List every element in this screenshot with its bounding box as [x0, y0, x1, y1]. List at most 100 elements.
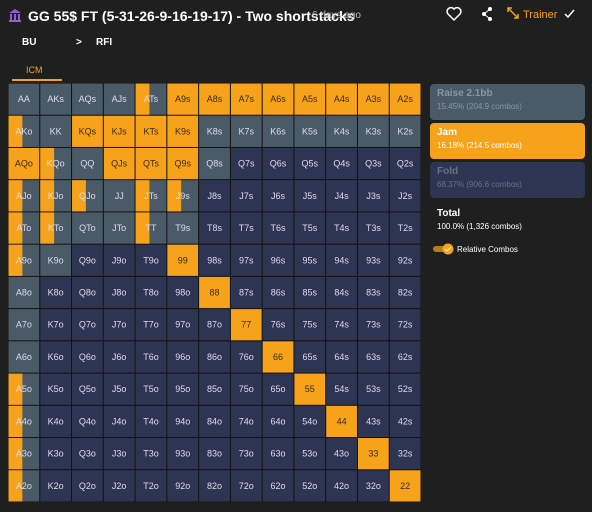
hand-label: A5s	[302, 94, 318, 104]
cell	[294, 470, 326, 502]
hand-label: A8s	[207, 94, 223, 104]
cell-jam	[8, 212, 23, 244]
cell-jam	[8, 470, 23, 502]
cell	[199, 244, 230, 276]
action[interactable]: RFI	[96, 37, 113, 48]
cell	[389, 212, 421, 244]
hand-label: J3s	[366, 191, 381, 201]
cell	[8, 83, 40, 115]
hand-label: J4o	[112, 416, 127, 426]
hand-label: 95o	[175, 384, 190, 394]
cell	[389, 147, 421, 180]
cell	[262, 147, 294, 180]
cell	[40, 83, 72, 115]
cell	[72, 147, 103, 180]
cell	[262, 180, 294, 212]
hand-label: Q8s	[206, 159, 223, 169]
cell	[294, 341, 326, 373]
hand-label: Q2s	[397, 159, 414, 169]
cell	[389, 276, 421, 309]
cell	[326, 405, 357, 438]
hand-label: 96s	[271, 255, 286, 265]
cell	[326, 276, 357, 309]
hand-label: T7o	[143, 320, 159, 330]
hand-label: A2s	[397, 94, 413, 104]
cell	[135, 470, 167, 502]
fold-card[interactable]: Fold 68.37% (906.6 combos)	[430, 162, 585, 198]
cell	[230, 276, 262, 309]
hand-label: 54o	[302, 416, 317, 426]
hand-label: A7o	[16, 320, 32, 330]
hand-label: KTo	[48, 223, 64, 233]
cell	[135, 309, 167, 341]
hand-label: AA	[18, 94, 30, 104]
hand-label: 74o	[239, 416, 254, 426]
hand-label: 82s	[398, 288, 413, 298]
cell	[103, 470, 135, 502]
hand-label: AJo	[16, 191, 32, 201]
cell	[103, 115, 135, 147]
hand-label: T6o	[143, 352, 159, 362]
hand-label: K9s	[175, 126, 191, 136]
cell	[389, 373, 421, 405]
hand-label: T4o	[143, 416, 159, 426]
cell	[294, 373, 326, 405]
raise-card[interactable]: Raise 2.1bb 15.45% (204.9 combos)	[430, 84, 585, 120]
cell	[103, 147, 135, 180]
cell	[357, 373, 389, 405]
cell	[40, 373, 72, 405]
jam-card[interactable]: Jam 16.18% (214.5 combos)	[430, 123, 585, 159]
cell	[72, 83, 103, 115]
trainer-button[interactable]: Trainer	[523, 9, 558, 21]
cell	[72, 244, 103, 276]
toolbar[interactable]	[446, 6, 586, 22]
cell	[357, 276, 389, 309]
cell	[230, 180, 262, 212]
cell-jam	[40, 147, 55, 180]
cell	[8, 309, 40, 341]
cell	[230, 341, 262, 373]
hand-label: J2s	[398, 191, 413, 201]
hand-label: 63o	[271, 449, 286, 459]
cell	[135, 438, 167, 470]
hand-label: AJs	[112, 94, 128, 104]
hand-label: 64s	[334, 352, 349, 362]
cell	[199, 341, 230, 373]
toggle[interactable]	[433, 243, 455, 255]
cell	[389, 180, 421, 212]
cell	[40, 276, 72, 309]
hand-label: A7s	[239, 94, 255, 104]
hand-label: 54s	[334, 384, 349, 394]
cell	[199, 115, 230, 147]
cell	[40, 405, 72, 438]
hand-label: Q9s	[174, 159, 191, 169]
cell	[262, 309, 294, 341]
position[interactable]: BU	[22, 37, 37, 48]
cell	[262, 341, 294, 373]
hand-label: 62s	[398, 352, 413, 362]
hand-label: 99	[178, 255, 188, 265]
cell	[230, 83, 262, 115]
cell	[40, 309, 72, 341]
tab[interactable]: ICM	[26, 65, 43, 75]
cell-jam	[8, 373, 23, 405]
hand-label: 98o	[175, 288, 190, 298]
hand-label: Q5o	[79, 384, 96, 394]
hand-label: Q3o	[79, 449, 96, 459]
cell	[167, 212, 199, 244]
hand-label: QJo	[79, 191, 96, 201]
hand-label: 53s	[366, 384, 381, 394]
hand-label: KTs	[143, 126, 159, 136]
hand-label: K7s	[239, 126, 255, 136]
cell	[262, 405, 294, 438]
hand-label: 98s	[207, 255, 222, 265]
cell	[389, 405, 421, 438]
hand-label: TT	[145, 223, 156, 233]
hand-label: KJo	[48, 191, 64, 201]
timestamp: 6 days ago	[312, 10, 361, 21]
hand-label: 95s	[303, 255, 318, 265]
cell	[294, 244, 326, 276]
cell	[103, 373, 135, 405]
cell	[40, 244, 72, 276]
hand-label: A3o	[16, 449, 32, 459]
